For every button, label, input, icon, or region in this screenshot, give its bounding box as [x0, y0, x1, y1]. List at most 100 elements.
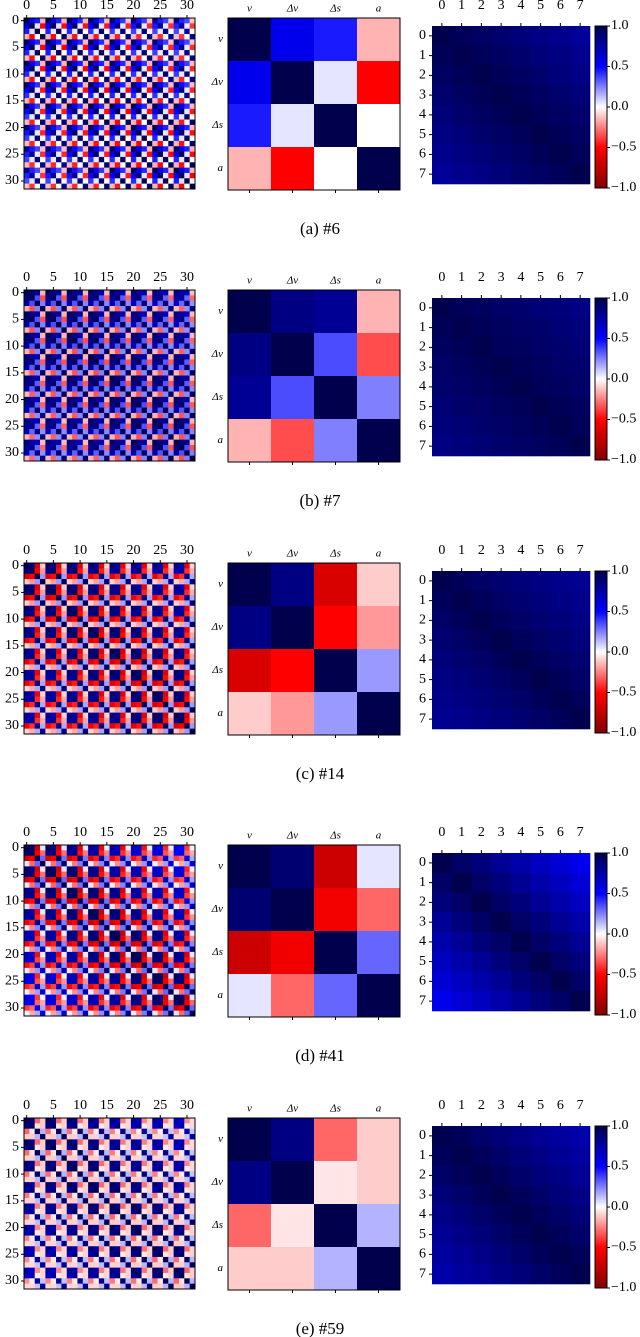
derived-cell: [98, 396, 105, 403]
derived-cell: [152, 455, 158, 462]
derived-cell: [77, 941, 84, 947]
cell: [271, 333, 315, 377]
derived-cell: [178, 455, 185, 462]
cell: [530, 590, 551, 611]
y-tick-label: 2: [419, 340, 426, 355]
derived-cell: [98, 140, 105, 147]
derived-cell: [184, 98, 190, 104]
derived-cell: [125, 861, 132, 867]
y-tick-label: 20: [5, 120, 19, 135]
derived-cell: [178, 348, 185, 355]
derived-cell: [178, 66, 185, 72]
derived-cell: [162, 450, 169, 456]
derived-cell: [24, 108, 30, 115]
derived-cell: [98, 434, 105, 440]
derived-cell: [40, 412, 46, 419]
derived-cell: [178, 973, 185, 979]
derived-cell: [29, 119, 35, 126]
derived-cell: [125, 573, 132, 580]
derived-cell: [152, 92, 158, 99]
derived-cell: [82, 632, 89, 639]
derived-cell: [104, 632, 110, 639]
derived-cell: [93, 600, 100, 607]
derived-cell: [173, 87, 180, 94]
derived-cell: [120, 675, 126, 681]
derived-cell: [152, 999, 158, 1006]
derived-cell: [93, 364, 100, 371]
derived-cell: [104, 423, 110, 430]
derived-cell: [104, 653, 110, 660]
derived-cell: [61, 407, 68, 414]
derived-cell: [184, 50, 190, 56]
derived-cell: [120, 967, 126, 974]
derived-cell: [178, 669, 185, 676]
cell: [228, 845, 272, 889]
derived-cell: [40, 850, 46, 856]
derived-cell: [189, 423, 196, 430]
derived-cell: [24, 455, 30, 462]
derived-cell: [61, 354, 68, 360]
cell: [357, 563, 401, 607]
derived-cell: [168, 882, 174, 889]
derived-cell: [114, 412, 121, 419]
derived-cell: [157, 999, 164, 1006]
derived-cell: [61, 903, 68, 910]
derived-cell: [40, 675, 46, 681]
derived-cell: [178, 130, 185, 136]
derived-cell: [93, 71, 100, 78]
derived-cell: [56, 108, 62, 115]
derived-cell: [173, 1123, 180, 1129]
derived-cell: [104, 589, 110, 596]
derived-cell: [168, 444, 174, 451]
derived-cell: [56, 957, 62, 963]
derived-cell: [168, 669, 174, 676]
derived-cell: [29, 855, 35, 862]
derived-cell: [40, 364, 46, 371]
y-tick-label: 1: [419, 320, 426, 335]
derived-cell: [56, 178, 62, 184]
derived-cell: [82, 611, 89, 617]
derived-cell: [146, 98, 153, 104]
derived-cell: [93, 359, 100, 366]
derived-cell: [93, 66, 100, 72]
derived-cell: [136, 135, 142, 142]
derived-cell: [82, 978, 89, 985]
cell: [228, 974, 272, 1018]
derived-cell: [141, 300, 148, 307]
derived-cell: [152, 439, 158, 446]
derived-cell: [82, 707, 89, 713]
derived-cell: [157, 407, 164, 414]
derived-cell: [189, 994, 196, 1001]
derived-cell: [93, 685, 100, 692]
derived-cell: [61, 108, 68, 115]
colorbar-tick-label: 0.0: [611, 926, 629, 941]
cell: [271, 18, 315, 62]
cell: [511, 650, 532, 671]
derived-cell: [130, 354, 137, 360]
derived-cell: [77, 450, 84, 456]
derived-cell: [114, 1139, 121, 1146]
derived-cell: [146, 306, 153, 312]
derived-cell: [82, 675, 89, 681]
derived-cell: [157, 98, 164, 104]
derived-cell: [93, 28, 100, 35]
derived-cell: [88, 412, 94, 419]
derived-cell: [168, 691, 174, 697]
derived-cell: [125, 919, 132, 926]
cell: [451, 669, 472, 690]
derived-cell: [34, 605, 41, 612]
derived-cell: [173, 407, 180, 414]
derived-cell: [82, 935, 89, 942]
derived-cell: [98, 386, 105, 392]
derived-cell: [98, 866, 105, 873]
derived-cell: [56, 877, 62, 883]
derived-cell: [136, 611, 142, 617]
derived-cell: [88, 637, 94, 644]
derived-cell: [157, 701, 164, 708]
derived-cell: [56, 1118, 62, 1124]
derived-cell: [152, 306, 158, 312]
derived-cell: [82, 648, 89, 655]
derived-cell: [130, 119, 137, 126]
derived-cell: [61, 316, 68, 323]
derived-cell: [109, 573, 116, 580]
